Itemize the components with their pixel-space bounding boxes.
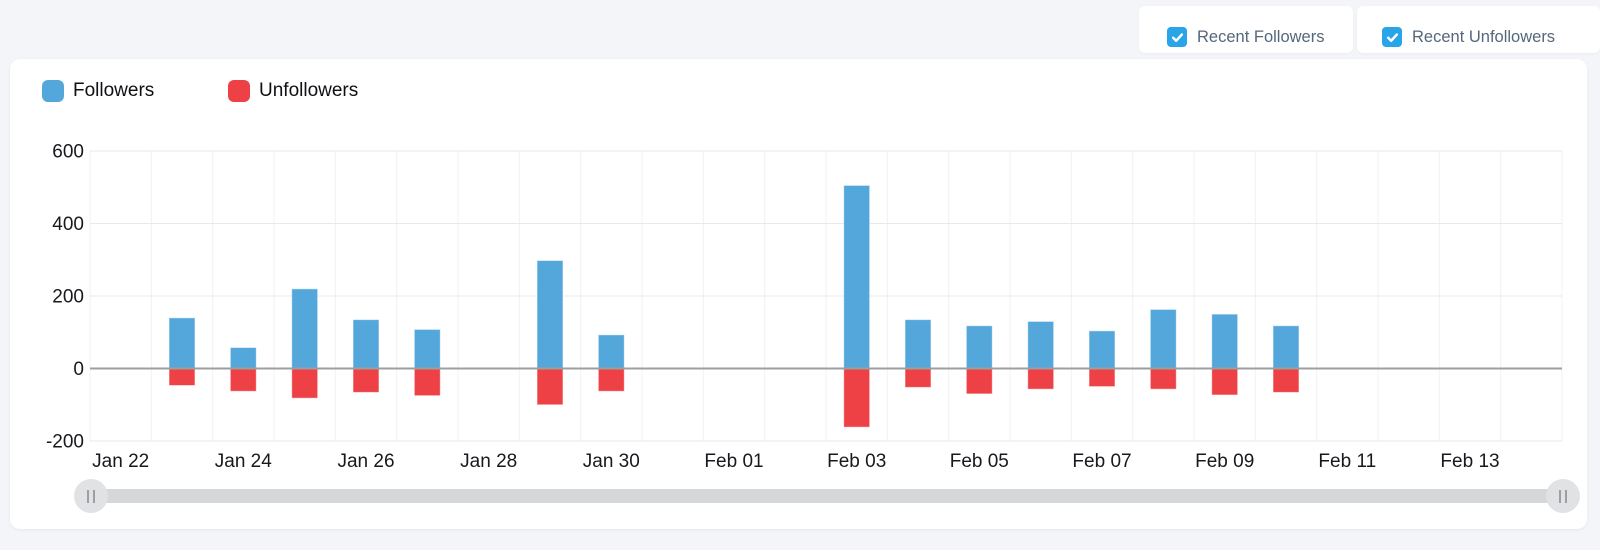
grip-icon — [93, 489, 95, 503]
x-axis-tick-label: Feb 01 — [704, 451, 763, 472]
bar-unfollowers-jan-27[interactable] — [413, 368, 441, 397]
bar-followers-feb-06[interactable] — [1027, 320, 1055, 369]
followers-legend-label: Followers — [73, 80, 155, 101]
bar-unfollowers-jan-26[interactable] — [352, 368, 380, 393]
x-axis-tick-label: Feb 07 — [1072, 451, 1131, 472]
bar-followers-jan-23[interactable] — [168, 317, 196, 370]
x-axis-tick-label: Feb 13 — [1440, 451, 1499, 472]
recent-followers-card: Recent Followers — [1139, 6, 1353, 53]
bar-followers-jan-24[interactable] — [229, 347, 257, 369]
bar-followers-feb-08[interactable] — [1149, 308, 1177, 369]
y-axis-tick-label: 600 — [52, 142, 84, 163]
x-axis-labels: Jan 22 Jan 24 Jan 26 Jan 28 Jan 30 Feb 01 Feb … — [92, 451, 1499, 472]
recent-unfollowers-checkbox[interactable] — [1382, 27, 1402, 47]
bar-unfollowers-jan-29[interactable] — [536, 368, 564, 406]
bar-unfollowers-feb-03[interactable] — [843, 368, 871, 428]
y-axis-labels: 600 400 200 0 -200 — [46, 142, 84, 453]
bar-unfollowers-feb-10[interactable] — [1272, 368, 1300, 393]
grip-icon — [1565, 489, 1567, 503]
recent-followers-label[interactable]: Recent Followers — [1197, 27, 1325, 46]
recent-unfollowers-label[interactable]: Recent Unfollowers — [1412, 27, 1556, 46]
bar-unfollowers-feb-04[interactable] — [904, 368, 932, 388]
bar-followers-jan-29[interactable] — [536, 260, 564, 369]
bar-unfollowers-feb-08[interactable] — [1149, 368, 1177, 390]
grip-icon — [1559, 489, 1561, 503]
range-slider-right-handle[interactable] — [1546, 479, 1580, 513]
followers-swatch — [42, 80, 64, 102]
x-axis-tick-label: Jan 28 — [460, 451, 517, 472]
bar-unfollowers-jan-30[interactable] — [597, 368, 625, 392]
x-axis-tick-label: Jan 26 — [337, 451, 394, 472]
recent-followers-checkbox[interactable] — [1167, 27, 1187, 47]
legend-item-followers[interactable]: Followers — [42, 80, 154, 102]
bar-followers-feb-09[interactable] — [1211, 313, 1239, 370]
bar-followers-feb-04[interactable] — [904, 319, 932, 370]
chart-card: Followers Unfollowers 600 400 200 0 -200 Jan … — [10, 59, 1587, 529]
y-axis-tick-label: 400 — [52, 214, 84, 235]
bar-unfollowers-jan-23[interactable] — [168, 368, 196, 386]
bar-followers-feb-07[interactable] — [1088, 330, 1116, 369]
bar-followers-feb-03[interactable] — [843, 184, 871, 370]
bar-followers-jan-26[interactable] — [352, 319, 380, 370]
bar-unfollowers-feb-07[interactable] — [1088, 368, 1116, 388]
x-axis-tick-label: Feb 03 — [827, 451, 886, 472]
x-axis-tick-label: Feb 09 — [1195, 451, 1254, 472]
recent-unfollowers-card: Recent Unfollowers — [1357, 6, 1600, 53]
legend-item-unfollowers[interactable]: Unfollowers — [228, 80, 358, 102]
checkmark-icon — [1171, 31, 1184, 44]
x-axis-tick-label: Jan 30 — [583, 451, 640, 472]
bar-unfollowers-jan-24[interactable] — [229, 368, 257, 392]
bar-unfollowers-feb-09[interactable] — [1211, 368, 1239, 396]
y-axis-tick-label: -200 — [46, 432, 84, 453]
bar-followers-jan-27[interactable] — [413, 328, 441, 369]
series-followers — [168, 184, 1300, 370]
bar-followers-feb-10[interactable] — [1272, 325, 1300, 370]
bar-unfollowers-jan-25[interactable] — [291, 368, 319, 399]
x-axis-tick-label: Jan 24 — [215, 451, 272, 472]
bar-followers-jan-25[interactable] — [291, 288, 319, 370]
grip-icon — [87, 489, 89, 503]
unfollowers-legend-label: Unfollowers — [259, 80, 359, 101]
x-axis-tick-label: Jan 22 — [92, 451, 149, 472]
x-axis-tick-label: Feb 05 — [950, 451, 1009, 472]
bar-unfollowers-feb-05[interactable] — [965, 368, 993, 395]
bar-followers-jan-30[interactable] — [597, 334, 625, 369]
y-axis-tick-label: 0 — [73, 359, 84, 380]
series-unfollowers — [168, 368, 1300, 428]
bar-unfollowers-feb-06[interactable] — [1027, 368, 1055, 390]
range-slider-left-handle[interactable] — [74, 479, 108, 513]
bar-followers-feb-05[interactable] — [965, 325, 993, 370]
y-axis-tick-label: 200 — [52, 287, 84, 308]
unfollowers-swatch — [228, 80, 250, 102]
range-slider-track[interactable] — [81, 489, 1573, 503]
x-axis-tick-label: Feb 11 — [1318, 451, 1376, 472]
checkmark-icon — [1386, 31, 1399, 44]
